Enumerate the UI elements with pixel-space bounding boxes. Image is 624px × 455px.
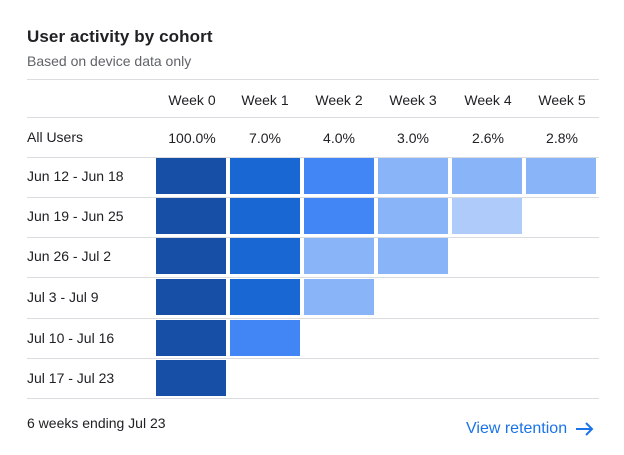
- cohort-cell-r0-w0[interactable]: [156, 158, 226, 194]
- row-divider: [27, 237, 599, 238]
- cohort-label-3: Jul 3 - Jul 9: [27, 289, 99, 305]
- all-users-value-week-3: 3.0%: [397, 130, 429, 146]
- view-retention-label: View retention: [466, 420, 568, 437]
- all-users-value-week-4: 2.6%: [472, 130, 504, 146]
- cohort-label-5: Jul 17 - Jul 23: [27, 370, 115, 386]
- cohort-cell-r1-w4[interactable]: [452, 198, 522, 234]
- divider: [27, 79, 599, 80]
- cohort-cell-r0-w2[interactable]: [304, 158, 374, 194]
- all-users-value-week-1: 7.0%: [249, 130, 281, 146]
- cohort-cell-r2-w3[interactable]: [378, 238, 448, 274]
- row-divider: [27, 117, 599, 118]
- cohort-cell-r0-w3[interactable]: [378, 158, 448, 194]
- card-title: User activity by cohort: [27, 27, 213, 46]
- arrow-right-icon: [576, 422, 594, 436]
- cohort-cell-r2-w2[interactable]: [304, 238, 374, 274]
- cohort-cell-r4-w1[interactable]: [230, 320, 300, 356]
- cohort-cell-r3-w0[interactable]: [156, 279, 226, 315]
- week-header-4: Week 4: [464, 92, 512, 108]
- cohort-label-0: Jun 12 - Jun 18: [27, 168, 124, 184]
- all-users-label: All Users: [27, 129, 84, 145]
- week-header-0: Week 0: [168, 92, 216, 108]
- cohort-cell-r1-w2[interactable]: [304, 198, 374, 234]
- cohort-cell-r0-w1[interactable]: [230, 158, 300, 194]
- cohort-cell-r1-w3[interactable]: [378, 198, 448, 234]
- cohort-cell-r4-w0[interactable]: [156, 320, 226, 356]
- cohort-cell-r3-w1[interactable]: [230, 279, 300, 315]
- week-header-3: Week 3: [389, 92, 437, 108]
- cohort-label-1: Jun 19 - Jun 25: [27, 208, 124, 224]
- card-subtitle: Based on device data only: [27, 53, 192, 69]
- footer-note: 6 weeks ending Jul 23: [27, 415, 166, 431]
- row-divider: [27, 318, 599, 319]
- cohort-cell-r5-w0[interactable]: [156, 360, 226, 396]
- week-header-5: Week 5: [538, 92, 586, 108]
- cohort-cell-r3-w2[interactable]: [304, 279, 374, 315]
- cohort-cell-r1-w0[interactable]: [156, 198, 226, 234]
- cohort-cell-r2-w0[interactable]: [156, 238, 226, 274]
- row-divider: [27, 197, 599, 198]
- week-header-1: Week 1: [241, 92, 289, 108]
- row-divider: [27, 157, 599, 158]
- all-users-value-week-5: 2.8%: [546, 130, 578, 146]
- all-users-value-week-2: 4.0%: [323, 130, 355, 146]
- cohort-cell-r0-w4[interactable]: [452, 158, 522, 194]
- cohort-label-4: Jul 10 - Jul 16: [27, 330, 115, 346]
- all-users-value-week-0: 100.0%: [168, 130, 216, 146]
- cohort-cell-r1-w1[interactable]: [230, 198, 300, 234]
- view-retention-link[interactable]: View retention: [466, 420, 595, 438]
- cohort-label-2: Jun 26 - Jul 2: [27, 248, 112, 264]
- row-divider: [27, 358, 599, 359]
- week-header-2: Week 2: [315, 92, 363, 108]
- cohort-cell-r0-w5[interactable]: [526, 158, 596, 194]
- row-divider: [27, 277, 599, 278]
- row-divider: [27, 398, 599, 399]
- cohort-cell-r2-w1[interactable]: [230, 238, 300, 274]
